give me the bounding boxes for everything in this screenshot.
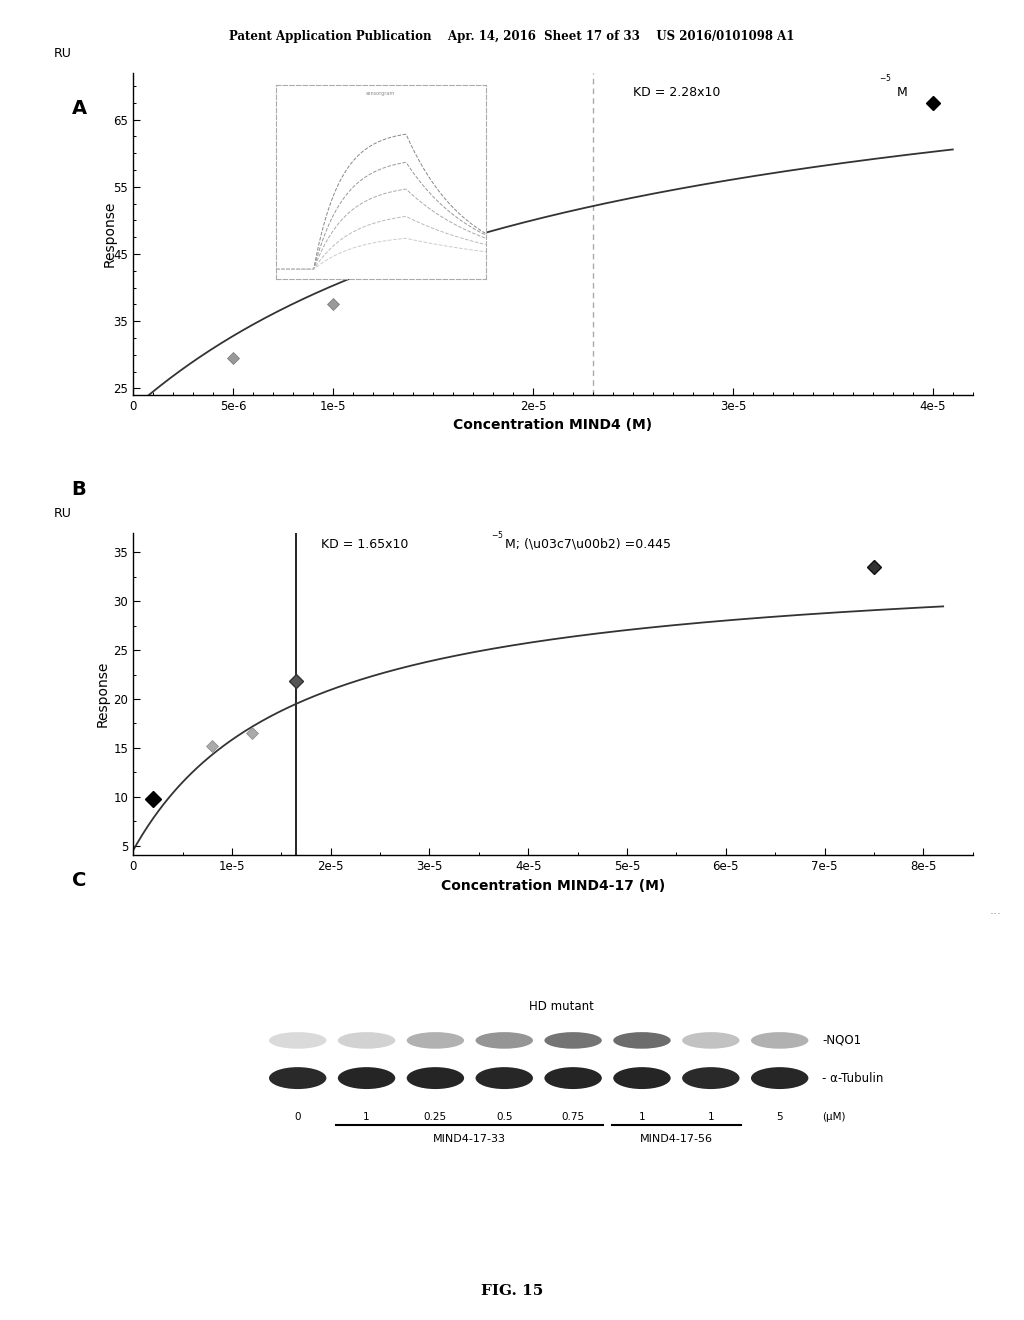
Ellipse shape — [545, 1067, 602, 1089]
Text: KD = 2.28x10: KD = 2.28x10 — [633, 86, 720, 99]
Text: $^{-5}$: $^{-5}$ — [490, 531, 504, 541]
Text: RU: RU — [53, 46, 72, 59]
Text: 1: 1 — [364, 1113, 370, 1122]
Ellipse shape — [613, 1032, 671, 1048]
Text: M; (\u03c7\u00b2) =0.445: M; (\u03c7\u00b2) =0.445 — [505, 537, 671, 550]
Y-axis label: Response: Response — [102, 201, 116, 267]
Text: 0.5: 0.5 — [496, 1113, 512, 1122]
Ellipse shape — [269, 1032, 327, 1048]
Text: M: M — [897, 86, 907, 99]
Y-axis label: Response: Response — [95, 661, 110, 727]
X-axis label: Concentration MIND4 (M): Concentration MIND4 (M) — [454, 418, 652, 433]
Ellipse shape — [682, 1032, 739, 1048]
Ellipse shape — [682, 1067, 739, 1089]
Ellipse shape — [475, 1032, 532, 1048]
Text: 0.25: 0.25 — [424, 1113, 446, 1122]
Text: 0.75: 0.75 — [561, 1113, 585, 1122]
Text: (μM): (μM) — [822, 1113, 846, 1122]
Ellipse shape — [613, 1067, 671, 1089]
Text: B: B — [72, 480, 86, 499]
Text: ...: ... — [989, 904, 1001, 916]
Text: KD = 1.65x10: KD = 1.65x10 — [321, 537, 409, 550]
Text: $^{-5}$: $^{-5}$ — [879, 74, 892, 84]
Text: FIG. 15: FIG. 15 — [481, 1284, 543, 1298]
Text: HD mutant: HD mutant — [529, 1001, 594, 1014]
Text: 1: 1 — [639, 1113, 645, 1122]
Text: MIND4-17-33: MIND4-17-33 — [433, 1134, 506, 1144]
Text: Patent Application Publication    Apr. 14, 2016  Sheet 17 of 33    US 2016/01010: Patent Application Publication Apr. 14, … — [229, 30, 795, 44]
Ellipse shape — [751, 1067, 808, 1089]
Text: C: C — [72, 871, 86, 890]
Text: -NQO1: -NQO1 — [822, 1034, 861, 1047]
X-axis label: Concentration MIND4-17 (M): Concentration MIND4-17 (M) — [441, 879, 665, 892]
Ellipse shape — [407, 1067, 464, 1089]
Text: 5: 5 — [776, 1113, 783, 1122]
Ellipse shape — [269, 1067, 327, 1089]
Ellipse shape — [545, 1032, 602, 1048]
Text: 1: 1 — [708, 1113, 714, 1122]
Text: - α-Tubulin: - α-Tubulin — [822, 1072, 884, 1085]
Ellipse shape — [751, 1032, 808, 1048]
Text: RU: RU — [53, 507, 72, 520]
Text: 0: 0 — [295, 1113, 301, 1122]
Text: A: A — [72, 99, 87, 117]
Ellipse shape — [407, 1032, 464, 1048]
Text: MIND4-17-56: MIND4-17-56 — [640, 1134, 713, 1144]
Ellipse shape — [338, 1067, 395, 1089]
Ellipse shape — [338, 1032, 395, 1048]
Ellipse shape — [475, 1067, 532, 1089]
